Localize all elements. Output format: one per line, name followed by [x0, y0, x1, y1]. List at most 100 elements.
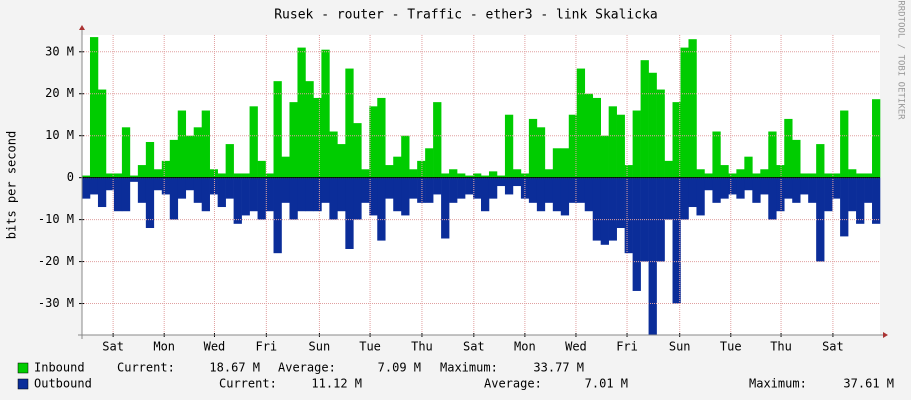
- bar: [696, 169, 705, 178]
- bar: [97, 89, 107, 178]
- x-tick-label: Fri: [255, 340, 277, 354]
- bar: [696, 177, 705, 216]
- bar: [137, 165, 147, 178]
- bar: [632, 110, 641, 178]
- bar: [728, 173, 737, 178]
- bar: [512, 177, 522, 187]
- bar: [393, 177, 402, 212]
- bar: [353, 123, 362, 178]
- bar: [441, 177, 450, 239]
- bar: [488, 177, 498, 199]
- x-tick-label: Thu: [411, 340, 433, 354]
- bar: [161, 160, 171, 178]
- x-tick-label: Mon: [514, 340, 536, 354]
- bar: [465, 175, 474, 178]
- y-tick-label: 30 M: [45, 44, 74, 58]
- bar: [385, 177, 394, 199]
- bar: [672, 102, 681, 178]
- legend-stat-value: 18.67 M: [209, 361, 260, 375]
- bar: [664, 160, 673, 178]
- bar: [824, 173, 833, 178]
- bar: [353, 177, 362, 220]
- bar: [592, 177, 601, 241]
- bar: [337, 144, 346, 178]
- x-axis-arrow: [883, 332, 888, 338]
- bar: [313, 97, 322, 178]
- bar: [528, 118, 538, 178]
- legend-stat-label: Average:: [278, 361, 336, 375]
- x-tick-label: Sun: [669, 340, 691, 354]
- bar: [305, 177, 314, 212]
- y-tick-label: -30 M: [38, 296, 74, 310]
- bar: [544, 177, 554, 203]
- bar: [145, 141, 155, 178]
- bar: [872, 99, 881, 178]
- bar: [680, 47, 689, 178]
- bar: [856, 177, 865, 224]
- bar: [656, 89, 665, 178]
- bar: [177, 110, 187, 178]
- bar: [185, 177, 195, 191]
- x-tick-label: Sat: [822, 340, 844, 354]
- bar: [600, 177, 609, 245]
- bar: [153, 169, 163, 178]
- bar: [536, 177, 546, 212]
- x-tick-label: Sat: [463, 340, 485, 354]
- bar: [425, 148, 434, 178]
- bar: [776, 165, 785, 178]
- legend-stat-value: 37.61 M: [843, 377, 894, 391]
- bar: [289, 102, 298, 178]
- bar: [273, 177, 282, 254]
- bar: [768, 131, 777, 178]
- bar: [281, 177, 290, 203]
- bar: [648, 72, 657, 178]
- bar: [361, 169, 370, 178]
- bar: [664, 177, 673, 220]
- watermark: RRDTOOL / TOBI OETIKER: [896, 0, 906, 120]
- bar: [752, 173, 761, 178]
- bar: [704, 173, 713, 178]
- bar: [648, 177, 657, 335]
- bar: [401, 177, 410, 216]
- bar: [193, 177, 202, 203]
- bar: [688, 177, 697, 208]
- bar: [608, 177, 617, 241]
- bar: [305, 81, 314, 178]
- bar: [433, 102, 442, 178]
- y-tick-label: 0: [67, 170, 74, 184]
- bar: [848, 177, 857, 212]
- bar: [592, 97, 601, 178]
- bar: [82, 175, 91, 178]
- bar: [393, 156, 402, 178]
- bar: [209, 177, 218, 195]
- bar: [616, 114, 625, 178]
- bar: [560, 177, 570, 216]
- bar: [89, 177, 99, 195]
- bar: [584, 177, 594, 212]
- bar: [337, 177, 346, 212]
- bar: [361, 177, 370, 203]
- bar: [808, 173, 817, 178]
- bar: [425, 177, 434, 203]
- x-tick-label: Tue: [720, 340, 742, 354]
- bar: [417, 177, 426, 203]
- legend-stat-value: 7.01 M: [585, 377, 628, 391]
- legend-stat-label: Average:: [484, 377, 542, 391]
- bar: [169, 139, 179, 178]
- bar: [273, 81, 282, 178]
- bar: [441, 173, 450, 178]
- legend-stat-value: 7.09 M: [378, 361, 421, 375]
- bar: [97, 177, 107, 208]
- bar: [800, 173, 809, 178]
- bar: [129, 177, 139, 182]
- legend-stat-label: Current:: [219, 377, 277, 391]
- bar: [241, 173, 250, 178]
- y-tick-label: 10 M: [45, 128, 74, 142]
- bar: [568, 177, 578, 203]
- bar: [504, 177, 514, 195]
- bar: [89, 37, 99, 178]
- bar: [840, 177, 849, 237]
- bar: [704, 177, 713, 191]
- bar: [409, 177, 418, 199]
- bar: [185, 135, 195, 178]
